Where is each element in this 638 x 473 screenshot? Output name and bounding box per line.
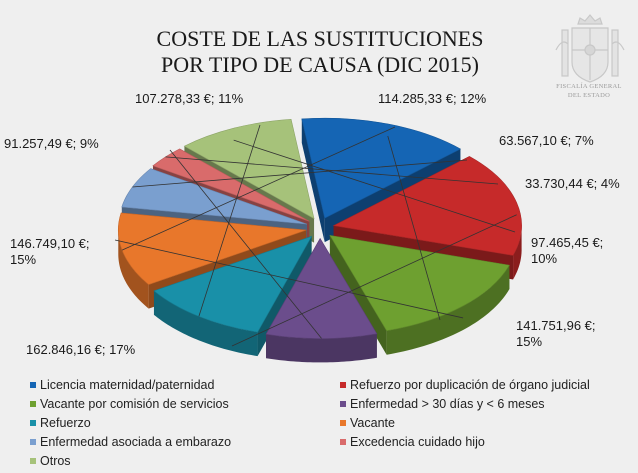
legend-swatch bbox=[340, 400, 346, 407]
legend-swatch bbox=[340, 438, 346, 445]
legend-item: Vacante bbox=[340, 414, 630, 431]
data-label: 162.846,16 €; 17% bbox=[26, 342, 136, 357]
legend-item: Refuerzo bbox=[30, 414, 340, 431]
leader-line bbox=[231, 214, 517, 347]
legend-item: Enfermedad > 30 días y < 6 meses bbox=[340, 395, 630, 412]
data-labels: 141.751,96 €; 15% 162.846,16 €; 17% 146.749… bbox=[4, 91, 620, 357]
chart-legend: Licencia maternidad/paternidad Refuerzo p… bbox=[30, 376, 630, 469]
pie-slice-rim bbox=[266, 333, 377, 363]
legend-swatch bbox=[30, 400, 36, 407]
legend-swatch bbox=[340, 381, 346, 388]
pie-slice bbox=[265, 237, 378, 339]
pie-slice-rim bbox=[118, 229, 149, 309]
pie-slice-rim bbox=[153, 290, 258, 357]
legend-swatch bbox=[30, 419, 36, 426]
pie-sides bbox=[117, 117, 522, 363]
legend-label: Vacante bbox=[350, 415, 395, 430]
chart-title: COSTE DE LAS SUSTITUCIONES POR TIPO DE C… bbox=[110, 26, 530, 78]
leader-line bbox=[165, 156, 499, 185]
pie-slice-rim bbox=[513, 223, 522, 280]
pie-slice bbox=[301, 117, 462, 219]
logo-caption-line-1: FISCALÍA GENERAL bbox=[556, 83, 622, 90]
pie-slice-wall bbox=[329, 235, 387, 355]
legend-swatch bbox=[30, 438, 36, 445]
leader-line bbox=[132, 159, 468, 188]
legend-label: Refuerzo por duplicación de órgano judic… bbox=[350, 377, 590, 392]
leader-line bbox=[198, 124, 261, 317]
logo-caption-line-2: DEL ESTADO bbox=[567, 92, 611, 99]
legend-label: Enfermedad > 30 días y < 6 meses bbox=[350, 396, 545, 411]
logo-caption: FISCALÍA GENERAL DEL ESTADO bbox=[540, 82, 638, 100]
pie-slice bbox=[329, 234, 510, 332]
legend-label: Enfermedad asociada a embarazo bbox=[40, 434, 232, 449]
data-label: 33.730,44 €; 4% bbox=[525, 176, 620, 191]
leader-line bbox=[233, 139, 516, 233]
legend-swatch bbox=[340, 419, 346, 426]
pie-slice-rim bbox=[386, 265, 510, 355]
legend-label: Vacante por comisión de servicios bbox=[40, 396, 229, 411]
legend-label: Otros bbox=[40, 453, 71, 468]
pie-slice bbox=[152, 148, 310, 222]
chart-title-line-2: POR TIPO DE CAUSA (DIC 2015) bbox=[160, 52, 479, 77]
data-label: 146.749,10 €; 15% bbox=[10, 236, 90, 267]
leader-line bbox=[169, 149, 322, 339]
legend-item: Enfermedad asociada a embarazo bbox=[30, 433, 340, 450]
pie-slice bbox=[153, 235, 313, 333]
data-label: 141.751,96 €; 15% bbox=[516, 318, 596, 349]
legend-label: Licencia maternidad/paternidad bbox=[40, 377, 215, 392]
legend-item: Excedencia cuidado hijo bbox=[340, 433, 630, 450]
legend-item: Refuerzo por duplicación de órgano judic… bbox=[340, 376, 630, 393]
leader-line bbox=[121, 126, 396, 251]
coat-of-arms-logo bbox=[555, 14, 625, 83]
data-label: 114.285,33 €; 12% bbox=[378, 91, 487, 106]
legend-label: Excedencia cuidado hijo bbox=[350, 434, 485, 449]
leader-line bbox=[387, 135, 441, 321]
data-label: 97.465,45 €; 10% bbox=[531, 235, 603, 266]
legend-swatch bbox=[30, 457, 36, 464]
legend-item: Licencia maternidad/paternidad bbox=[30, 376, 340, 393]
legend-label: Refuerzo bbox=[40, 415, 91, 430]
data-label: 107.278,33 €; 11% bbox=[135, 91, 244, 106]
pie-slice-wall bbox=[301, 118, 325, 243]
pie-slice bbox=[332, 156, 522, 256]
legend-item: Otros bbox=[30, 452, 340, 469]
legend-item: Vacante por comisión de servicios bbox=[30, 395, 340, 412]
data-label: 91.257,49 €; 9% bbox=[4, 136, 99, 151]
leader-line bbox=[114, 239, 464, 319]
chart-title-line-1: COSTE DE LAS SUSTITUCIONES bbox=[156, 26, 484, 51]
legend-swatch bbox=[30, 381, 36, 388]
pie-slice bbox=[183, 119, 315, 220]
data-label: 63.567,10 €; 7% bbox=[499, 133, 594, 148]
